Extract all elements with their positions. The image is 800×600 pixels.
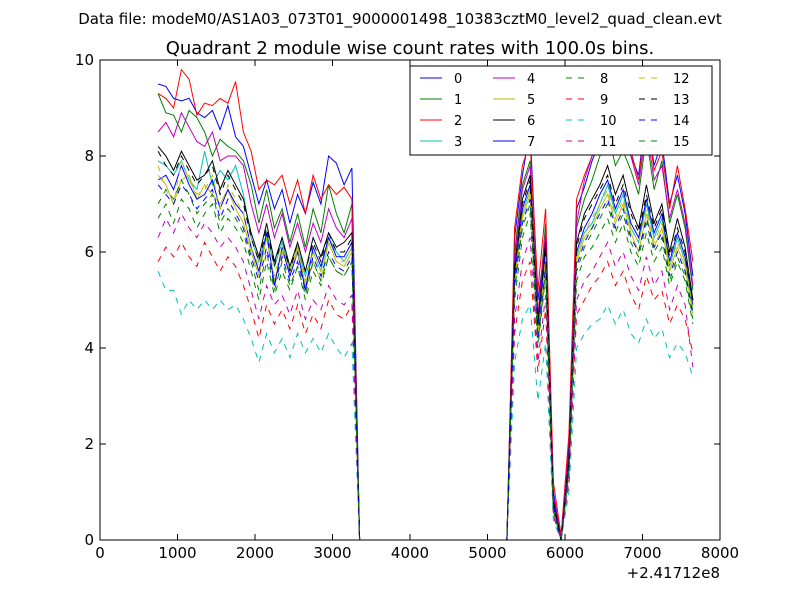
y-tick-label: 2: [84, 435, 94, 453]
series-line-5: [157, 174, 694, 540]
x-offset-label: +2.41712e8: [627, 564, 720, 582]
x-tick-label: 6000: [546, 544, 584, 562]
y-tick-label: 0: [84, 531, 94, 549]
y-tick-label: 10: [75, 51, 94, 69]
x-tick-label: 1000: [158, 544, 196, 562]
series-line-14: [157, 183, 694, 540]
x-tick-label: 4000: [391, 544, 429, 562]
legend-label-2: 2: [454, 114, 462, 129]
series-line-7: [157, 164, 694, 540]
series-line-8: [157, 198, 694, 540]
chart-title: Quadrant 2 module wise count rates with …: [166, 38, 655, 59]
y-tick-label: 4: [84, 339, 94, 357]
series-layer: [157, 68, 694, 540]
legend-label-7: 7: [527, 135, 535, 150]
x-tick-label: 8000: [701, 544, 739, 562]
series-line-13: [157, 150, 694, 540]
legend-label-1: 1: [454, 93, 462, 108]
legend-label-5: 5: [527, 93, 535, 108]
series-line-11: [157, 212, 694, 540]
y-tick-label: 6: [84, 243, 94, 261]
series-line-15: [157, 178, 694, 540]
legend-label-10: 10: [600, 114, 617, 129]
series-line-1: [157, 93, 694, 540]
legend-label-11: 11: [600, 135, 617, 150]
series-line-12: [157, 159, 694, 540]
x-tick-label: 0: [95, 544, 105, 562]
legend-label-4: 4: [527, 72, 535, 87]
legend-label-14: 14: [673, 114, 690, 129]
figure-suptitle: Data file: modeM0/AS1A03_073T01_90000014…: [78, 10, 722, 29]
legend-label-13: 13: [673, 93, 690, 108]
legend-box: [409, 65, 713, 156]
legend-label-12: 12: [673, 72, 690, 87]
x-tick-label: 5000: [468, 544, 506, 562]
series-line-10: [157, 271, 694, 540]
x-tick-label: 7000: [623, 544, 661, 562]
legend-label-9: 9: [600, 93, 608, 108]
x-tick-label: 2000: [236, 544, 274, 562]
legend-label-0: 0: [454, 72, 462, 87]
legend-label-8: 8: [600, 72, 608, 87]
x-tick-label: 3000: [313, 544, 351, 562]
series-line-9: [157, 241, 694, 540]
legend-label-6: 6: [527, 114, 535, 129]
legend-label-3: 3: [454, 135, 462, 150]
legend-label-15: 15: [673, 135, 690, 150]
y-tick-label: 8: [84, 147, 94, 165]
